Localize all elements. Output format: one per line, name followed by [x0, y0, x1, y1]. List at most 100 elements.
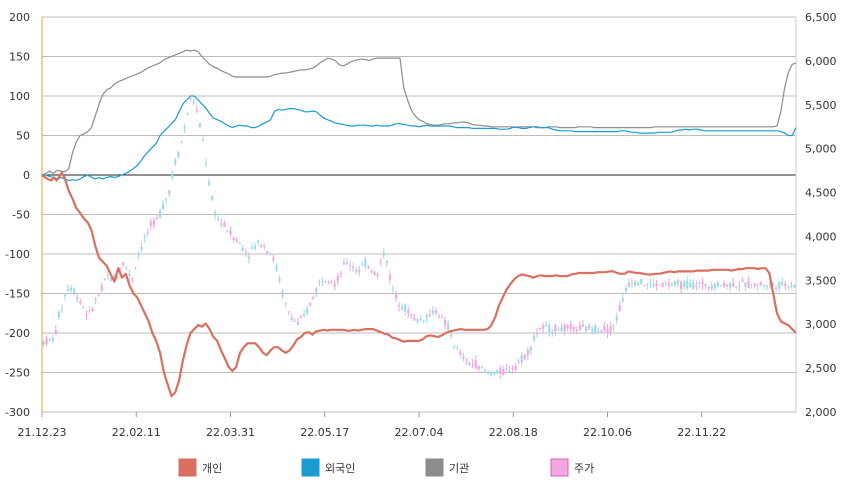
- y-right-tick-label: 6,000: [805, 55, 837, 68]
- candle-body: [729, 283, 732, 288]
- candle-body: [535, 332, 539, 334]
- candle-body: [79, 301, 82, 303]
- candle-body: [784, 283, 787, 286]
- candle-body: [266, 251, 269, 254]
- candle-body: [732, 283, 735, 287]
- y-left-tick-label: 150: [9, 51, 30, 64]
- candle-body: [428, 314, 431, 317]
- candle-body: [140, 247, 143, 250]
- candle-body: [54, 330, 57, 335]
- candle-body: [235, 240, 238, 242]
- candle-body: [588, 325, 591, 329]
- candle-body: [174, 159, 177, 164]
- candle-body: [453, 346, 456, 348]
- candle-body: [701, 281, 704, 285]
- candle-body: [211, 196, 214, 200]
- candle-body: [508, 370, 511, 372]
- candle-body: [591, 328, 594, 331]
- x-tick-label: 22.02.11: [112, 426, 161, 439]
- y-left-tick-label: -250: [5, 367, 30, 380]
- candle-body: [88, 309, 91, 311]
- candle-body: [667, 283, 670, 287]
- candle-body: [434, 310, 437, 314]
- candle-body: [48, 338, 51, 340]
- candle-body: [652, 283, 655, 287]
- legend-swatch: [301, 458, 320, 477]
- candle-body: [318, 281, 321, 283]
- x-tick-label: 22.03.31: [206, 426, 255, 439]
- candle-body: [612, 325, 615, 327]
- candle-body: [670, 284, 673, 286]
- y-right-tick-label: 3,500: [805, 274, 837, 287]
- candle-body: [345, 261, 349, 264]
- candle-body: [741, 280, 744, 283]
- y-left-tick-label: 100: [9, 90, 30, 103]
- x-tick-label: 22.11.22: [677, 426, 726, 439]
- candle-body: [493, 371, 496, 375]
- candle-body: [664, 283, 667, 285]
- candle-body: [116, 277, 119, 279]
- candle-body: [606, 328, 609, 333]
- candle-body: [698, 282, 701, 284]
- candle-body: [597, 331, 600, 333]
- candle-body: [471, 363, 474, 365]
- candle-body: [404, 304, 407, 312]
- candle-body: [333, 283, 336, 288]
- candle-body: [296, 322, 300, 325]
- candle-body: [284, 303, 287, 305]
- candle-body: [584, 326, 588, 332]
- candle-body: [376, 274, 379, 277]
- candle-body: [686, 280, 689, 289]
- y-left-tick-label: -50: [12, 209, 30, 222]
- candle-body: [290, 317, 293, 321]
- candle-body: [692, 282, 695, 289]
- candle-body: [379, 262, 382, 264]
- candle-body: [281, 291, 284, 297]
- legend-swatch: [425, 458, 444, 477]
- series-line-개인: [41, 171, 797, 398]
- candle-body: [744, 282, 747, 287]
- x-tick-label: 22.10.06: [583, 426, 632, 439]
- candle-body: [545, 324, 548, 326]
- candle-body: [57, 312, 60, 318]
- candle-body: [551, 332, 554, 334]
- candle-body: [250, 247, 254, 250]
- candle-body: [177, 151, 180, 157]
- x-tick-label: 22.05.17: [300, 426, 349, 439]
- candle-body: [171, 174, 174, 178]
- y-left-tick-label: 0: [23, 169, 30, 182]
- candle-body: [447, 323, 450, 330]
- candle-body: [97, 295, 100, 297]
- candle-body: [643, 285, 646, 287]
- candle-body: [398, 305, 401, 307]
- candle-body: [753, 283, 756, 286]
- candle-body: [336, 275, 339, 282]
- candle-body: [168, 190, 171, 194]
- candle-body: [82, 307, 85, 309]
- y-left-tick-label: 50: [16, 130, 30, 143]
- candle-body: [575, 330, 578, 332]
- candle-body: [367, 266, 370, 268]
- candle-body: [263, 246, 266, 248]
- candle-body: [486, 371, 490, 373]
- candle-body: [747, 280, 750, 288]
- candle-body: [634, 281, 637, 286]
- candle-body: [661, 282, 664, 287]
- legend-label: 외국인: [325, 462, 355, 475]
- candle-body: [637, 282, 640, 286]
- candle-body: [207, 181, 211, 186]
- candle-body: [293, 321, 296, 323]
- candle-body: [627, 283, 631, 287]
- candle-body: [155, 217, 159, 219]
- candle-body: [195, 109, 198, 112]
- legend-swatch: [550, 458, 569, 477]
- candle-body: [683, 281, 686, 287]
- candle-body: [410, 314, 413, 316]
- candle-body: [658, 284, 661, 286]
- candle-body: [232, 237, 235, 241]
- candle-body: [407, 310, 410, 314]
- candle-body: [489, 372, 493, 375]
- candle-body: [416, 319, 419, 322]
- candle-body: [278, 278, 281, 282]
